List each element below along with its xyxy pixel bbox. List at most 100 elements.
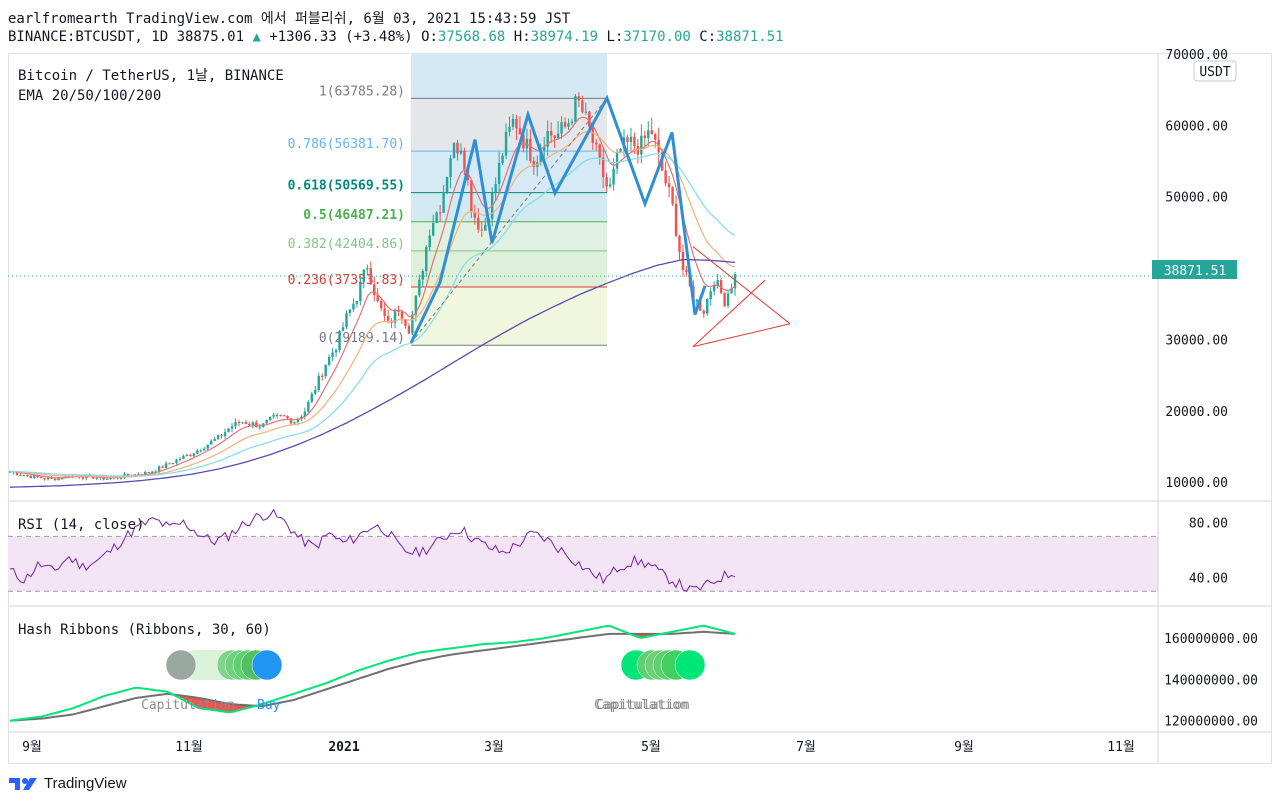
open-label: O: — [421, 29, 438, 45]
candle-body — [664, 170, 667, 184]
ema100-line — [10, 153, 736, 477]
capitulation-fill — [637, 633, 642, 637]
candle-body — [43, 478, 46, 480]
candle-body — [60, 477, 64, 479]
candle-body — [706, 299, 709, 314]
candle-body — [289, 418, 293, 424]
fib-level-label: 0.236(37353.83) — [288, 273, 405, 288]
candle-body — [511, 118, 515, 127]
candle-body — [484, 224, 487, 231]
time-tick-label: 7월 — [796, 740, 816, 755]
capitulation-fill — [245, 705, 250, 709]
high-label: H: — [513, 29, 531, 45]
candle-body — [549, 131, 553, 136]
fib-level-label: 0.786(56381.70) — [288, 137, 405, 152]
legend-rsi: RSI (14, close) — [18, 517, 144, 533]
capitulation-label-2-shadow: Capitulation — [596, 698, 690, 713]
low-label: L: — [606, 29, 624, 45]
triangle-upper-line — [692, 246, 791, 325]
candle-body — [574, 96, 577, 122]
open-value: 37568.68 — [437, 29, 506, 45]
candle-body — [29, 475, 33, 479]
publish-info: earlfromearth TradingView.com 에서 퍼블리쉬, 6… — [8, 11, 571, 27]
price-tick-label: 30000.00 — [1165, 333, 1228, 348]
capitulation-fill — [228, 703, 233, 713]
candle-body — [685, 269, 688, 273]
time-tick-label: 11월 — [175, 740, 203, 755]
candle-body — [248, 424, 251, 426]
tradingview-logo-icon — [9, 778, 37, 790]
price-tick-label: 60000.00 — [1165, 119, 1228, 134]
candle-body — [404, 319, 407, 326]
candle-body — [206, 444, 209, 449]
candle-body — [185, 454, 189, 456]
last-price-label: 38871.51 — [1164, 264, 1227, 279]
candle-body — [712, 285, 716, 292]
candle-body — [230, 426, 234, 429]
candle-body — [362, 269, 366, 282]
capitulation-fill — [186, 696, 191, 702]
candle-body — [286, 415, 289, 419]
legend-ema: EMA 20/50/100/200 — [18, 88, 161, 104]
candle-body — [699, 299, 702, 311]
candle-body — [421, 271, 425, 280]
candle-body — [414, 295, 418, 315]
signal-bubble — [674, 649, 706, 681]
candle-body — [608, 184, 612, 187]
hash-tick-label: 140000000.00 — [1164, 673, 1258, 688]
candle-body — [497, 163, 501, 184]
candle-body — [515, 118, 518, 129]
candle-body — [702, 310, 705, 314]
candle-body — [619, 148, 622, 152]
currency-badge[interactable] — [1193, 60, 1237, 82]
candle-body — [334, 349, 338, 353]
capitulation-fill — [207, 699, 212, 710]
time-tick-label: 9월 — [22, 740, 42, 755]
candle-body — [470, 180, 473, 213]
candle-body — [46, 477, 50, 480]
candle-body — [151, 471, 154, 473]
candle-body — [681, 251, 685, 270]
candle-body — [182, 455, 185, 460]
candle-body — [442, 192, 445, 213]
price-tick-label: 70000.00 — [1165, 48, 1228, 63]
candle-body — [137, 474, 140, 476]
candle-body — [241, 422, 244, 424]
hash-ribbon-fast — [9, 624, 736, 722]
candle-body — [324, 364, 327, 377]
buy-label: Buy — [257, 698, 281, 713]
candle-body — [227, 428, 230, 433]
candle-body — [175, 459, 178, 463]
low-value: 37170.00 — [623, 29, 691, 45]
triangle-breakout-line — [692, 279, 766, 347]
time-tick-label: 11월 — [1107, 740, 1135, 755]
candle-body — [310, 393, 314, 402]
candle-body — [695, 299, 699, 302]
candle-body — [463, 150, 466, 170]
close-value: 38871.51 — [716, 29, 784, 45]
candle-body — [522, 134, 525, 149]
capitulation-fill — [641, 633, 646, 638]
candle-body — [161, 466, 164, 468]
rsi-tick-label: 40.00 — [1189, 572, 1228, 587]
candle-body — [480, 229, 483, 231]
candle-body — [258, 426, 261, 428]
candle-body — [584, 111, 588, 113]
candle-body — [393, 309, 397, 323]
high-value: 38974.19 — [530, 29, 599, 45]
capitulation-label-2: Capitulation — [594, 698, 688, 713]
candle-body — [189, 454, 192, 456]
candle-body — [553, 135, 556, 139]
capitulation-fill — [644, 633, 649, 638]
footer[interactable]: TradingView — [8, 774, 127, 792]
candle-body — [678, 236, 681, 252]
candle-body — [168, 463, 171, 465]
candle-body — [126, 474, 130, 476]
time-tick-label: 5월 — [641, 740, 661, 755]
fib-level-label: 0.5(46487.21) — [303, 208, 405, 223]
candle-body — [449, 158, 452, 177]
candle-body — [674, 203, 678, 237]
candle-body — [213, 439, 216, 441]
candle-body — [640, 135, 643, 155]
